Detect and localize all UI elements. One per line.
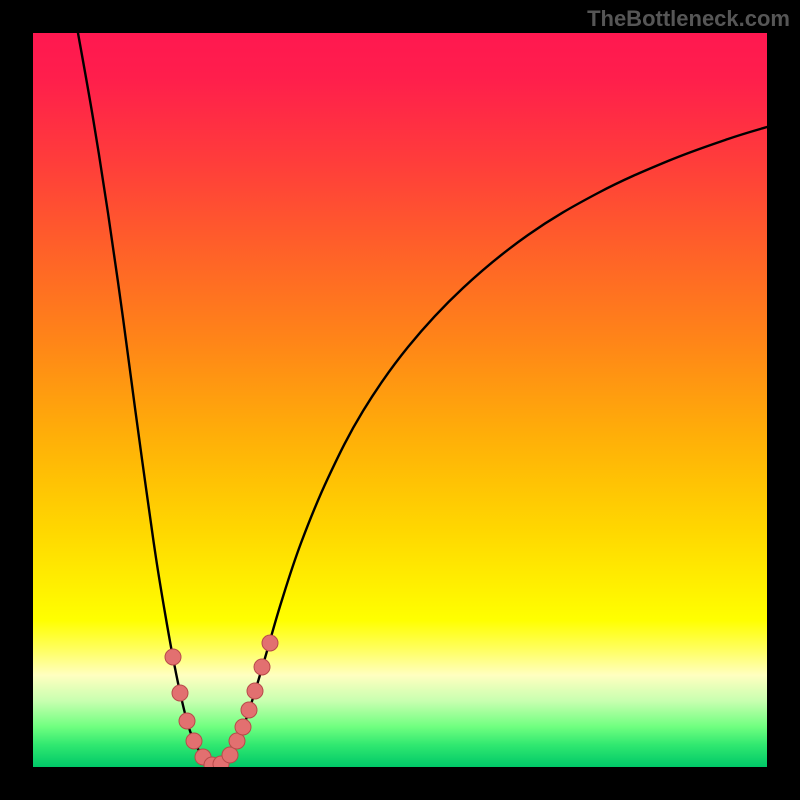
- data-marker: [222, 747, 238, 763]
- data-markers: [165, 635, 278, 767]
- data-marker: [262, 635, 278, 651]
- data-marker: [254, 659, 270, 675]
- data-marker: [247, 683, 263, 699]
- data-marker: [235, 719, 251, 735]
- data-marker: [179, 713, 195, 729]
- data-marker: [241, 702, 257, 718]
- data-marker: [165, 649, 181, 665]
- watermark-text: TheBottleneck.com: [587, 6, 790, 32]
- chart-frame: TheBottleneck.com: [0, 0, 800, 800]
- data-marker: [172, 685, 188, 701]
- data-marker: [186, 733, 202, 749]
- plot-area: [33, 33, 767, 767]
- bottleneck-curve: [33, 33, 767, 767]
